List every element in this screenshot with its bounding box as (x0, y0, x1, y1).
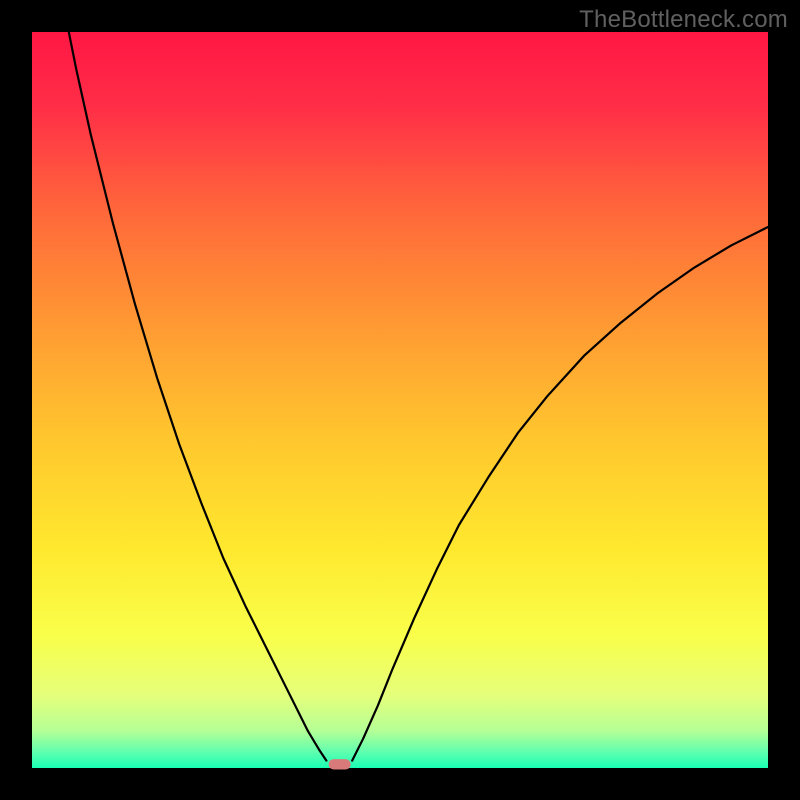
optimal-marker (329, 759, 351, 769)
plot-background (32, 32, 768, 768)
chart-container: TheBottleneck.com (0, 0, 800, 800)
watermark-text: TheBottleneck.com (579, 6, 788, 34)
bottleneck-chart (0, 0, 800, 800)
